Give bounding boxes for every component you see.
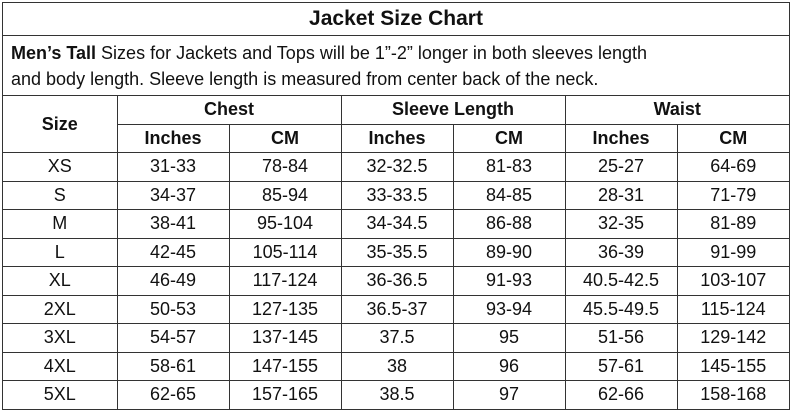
- measure-cell: 42-45: [116, 237, 230, 267]
- size-cell: L: [3, 237, 118, 267]
- measure-cell: 117-124: [228, 266, 342, 296]
- measure-cell: 31-33: [116, 152, 230, 182]
- measure-cell: 97: [452, 380, 566, 409]
- measure-cell: 58-61: [116, 351, 230, 381]
- measure-cell: 105-114: [228, 237, 342, 267]
- measure-cell: 71-79: [676, 180, 789, 210]
- unit-header: Inches: [117, 123, 230, 153]
- measure-cell: 95-104: [228, 209, 342, 239]
- measure-cell: 93-94: [452, 294, 566, 324]
- measure-cell: 62-66: [564, 380, 678, 409]
- measure-cell: 91-93: [452, 266, 566, 296]
- measure-cell: 50-53: [116, 294, 230, 324]
- measure-cell: 96: [452, 351, 566, 381]
- note: Men’s Tall Sizes for Jackets and Tops wi…: [3, 36, 789, 96]
- measure-cell: 32-32.5: [340, 152, 454, 182]
- size-cell: M: [3, 209, 118, 239]
- measure-cell: 25-27: [564, 152, 678, 182]
- measure-cell: 36.5-37: [340, 294, 454, 324]
- measure-cell: 45.5-49.5: [564, 294, 678, 324]
- data-row: 4XL 58-61 147-155 38 96 57-61 145-155: [3, 351, 789, 381]
- measure-cell: 34-34.5: [340, 209, 454, 239]
- data-row: S 34-37 85-94 33-33.5 84-85 28-31 71-79: [3, 180, 789, 210]
- data-row: XS 31-33 78-84 32-32.5 81-83 25-27 64-69: [3, 152, 789, 182]
- measure-cell: 34-37: [116, 180, 230, 210]
- measure-cell: 36-39: [564, 237, 678, 267]
- measure-cell: 38-41: [116, 209, 230, 239]
- measure-cell: 137-145: [228, 323, 342, 353]
- measure-cell: 46-49: [116, 266, 230, 296]
- measure-cell: 40.5-42.5: [564, 266, 678, 296]
- size-cell: XS: [3, 152, 118, 182]
- note-text: Sizes for Jackets and Tops will be 1”-2”…: [101, 43, 648, 63]
- measure-cell: 78-84: [228, 152, 342, 182]
- measure-cell: 115-124: [676, 294, 789, 324]
- measure-cell: 81-83: [452, 152, 566, 182]
- measure-cell: 95: [452, 323, 566, 353]
- measure-cell: 33-33.5: [340, 180, 454, 210]
- data-row: L 42-45 105-114 35-35.5 89-90 36-39 91-99: [3, 237, 789, 267]
- size-cell: 2XL: [3, 294, 118, 324]
- measure-cell: 28-31: [564, 180, 678, 210]
- measure-cell: 129-142: [676, 323, 789, 353]
- note-line: and body length. Sleeve length is measur…: [11, 69, 599, 89]
- size-cell: 4XL: [3, 351, 118, 381]
- measure-cell: 85-94: [228, 180, 342, 210]
- data-row: 5XL 62-65 157-165 38.5 97 62-66 158-168: [3, 380, 789, 409]
- measure-cell: 89-90: [452, 237, 566, 267]
- unit-row: Inches CM Inches CM Inches CM: [3, 123, 789, 153]
- group-header: Size: [3, 96, 118, 153]
- group-header: Waist: [564, 96, 789, 125]
- unit-header: CM: [676, 123, 789, 153]
- note-bold: Men’s Tall: [11, 43, 97, 63]
- size-cell: 5XL: [3, 380, 118, 409]
- measure-cell: 38: [340, 351, 454, 381]
- measure-cell: 86-88: [452, 209, 566, 239]
- measure-cell: 145-155: [676, 351, 789, 381]
- measure-cell: 51-56: [564, 323, 678, 353]
- chart-title: Jacket Size Chart: [3, 3, 789, 36]
- measure-cell: 62-65: [116, 380, 230, 409]
- size-cell: XL: [3, 266, 118, 296]
- measure-cell: 37.5: [340, 323, 454, 353]
- unit-header: CM: [452, 123, 566, 153]
- measure-cell: 64-69: [676, 152, 789, 182]
- measure-cell: 147-155: [228, 351, 342, 381]
- measure-cell: 36-36.5: [340, 266, 454, 296]
- measure-cell: 103-107: [676, 266, 789, 296]
- measure-cell: 91-99: [676, 237, 789, 267]
- size-cell: S: [3, 180, 118, 210]
- data-row: 3XL 54-57 137-145 37.5 95 51-56 129-142: [3, 323, 789, 353]
- measure-cell: 127-135: [228, 294, 342, 324]
- measure-cell: 35-35.5: [340, 237, 454, 267]
- data-row: 2XL 50-53 127-135 36.5-37 93-94 45.5-49.5 115-…: [3, 294, 789, 324]
- data-row: XL 46-49 117-124 36-36.5 91-93 40.5-42.5 103-1…: [3, 266, 789, 296]
- measure-cell: 32-35: [564, 209, 678, 239]
- size-cell: 3XL: [3, 323, 118, 353]
- group-header: Sleeve Length: [340, 96, 566, 125]
- measure-cell: 84-85: [452, 180, 566, 210]
- data-row: M 38-41 95-104 34-34.5 86-88 32-35 81-89: [3, 209, 789, 239]
- measure-cell: 57-61: [564, 351, 678, 381]
- size-table: Size Chest Sleeve Length Waist Inches CM Inche…: [3, 96, 789, 409]
- measure-cell: 157-165: [228, 380, 342, 409]
- size-chart: Jacket Size Chart Men’s Tall Sizes for J…: [2, 2, 790, 410]
- unit-header: CM: [228, 123, 342, 153]
- unit-header: Inches: [340, 123, 454, 153]
- note-line: Men’s Tall Sizes for Jackets and Tops wi…: [11, 40, 781, 66]
- measure-cell: 54-57: [116, 323, 230, 353]
- measure-cell: 81-89: [676, 209, 789, 239]
- measure-cell: 38.5: [340, 380, 454, 409]
- header-row: Size Chest Sleeve Length Waist: [3, 96, 789, 153]
- unit-header: Inches: [564, 123, 678, 153]
- group-header: Chest: [116, 96, 342, 125]
- measure-cell: 158-168: [676, 380, 789, 409]
